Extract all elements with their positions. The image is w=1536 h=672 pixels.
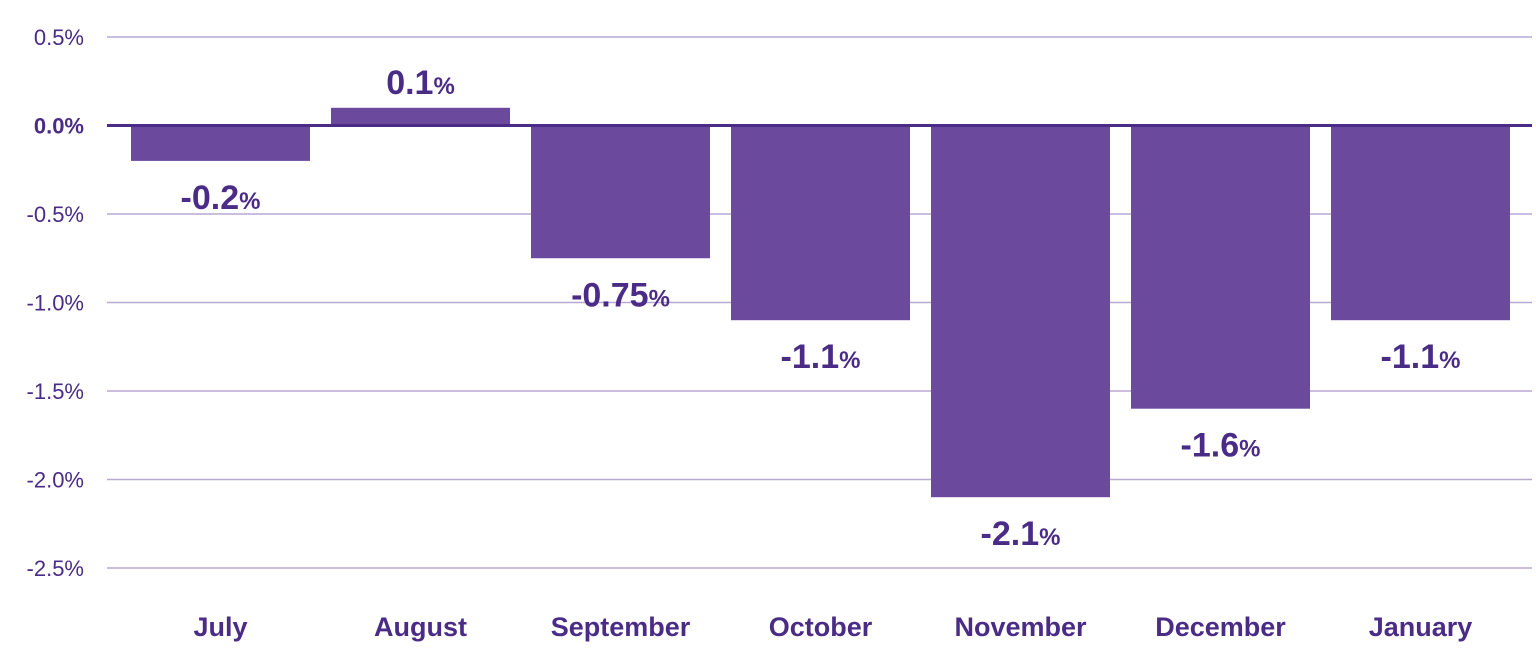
bar-august [331,107,510,126]
y-tick-label: 0.5% [34,25,84,50]
value-label: -1.1% [1381,338,1461,376]
value-suffix: % [1039,524,1060,551]
value-suffix: % [1439,347,1460,374]
y-tick-label: -0.5% [27,202,84,227]
y-tick-label: 0.0% [34,114,84,139]
bar-july [131,125,310,161]
x-category-label: July [193,612,247,642]
value-label: -0.2% [181,179,261,217]
bar-december [1131,125,1310,409]
value-number: -1.1 [1381,338,1440,376]
value-number: 0.1 [386,64,433,102]
value-suffix: % [1239,436,1260,463]
bar-september [531,125,710,259]
x-category-label: November [954,612,1087,642]
value-suffix: % [239,188,260,215]
bar-november [931,125,1110,498]
value-labels: -0.2%0.1%-0.75%-1.1%-2.1%-1.6%-1.1% [181,64,1461,553]
bar-october [731,125,910,321]
x-category-label: December [1155,612,1286,642]
y-axis-ticks: 0.5% 0.0% -0.5% -1.0% -1.5% -2.0% -2.5% [27,25,84,581]
x-category-label: January [1369,612,1473,642]
x-axis-categories: July August September October November Decemb… [193,612,1472,642]
x-category-label: September [551,612,691,642]
value-suffix: % [649,285,670,312]
value-label: -2.1% [981,515,1061,553]
value-number: -0.75 [571,276,649,314]
x-category-label: August [374,612,467,642]
value-label: 0.1% [386,64,455,102]
value-label: -0.75% [571,276,670,314]
value-suffix: % [839,347,860,374]
value-label: -1.6% [1181,427,1261,465]
bars [131,107,1510,498]
value-label: -1.1% [781,338,861,376]
x-category-label: October [769,612,873,642]
y-tick-label: -2.0% [27,468,84,493]
y-tick-label: -1.0% [27,291,84,316]
y-tick-label: -2.5% [27,556,84,581]
value-number: -2.1 [981,515,1040,553]
value-number: -0.2 [181,179,240,217]
bar-january [1331,125,1510,321]
value-number: -1.6 [1181,427,1240,465]
value-number: -1.1 [781,338,840,376]
y-tick-label: -1.5% [27,379,84,404]
value-suffix: % [433,73,454,100]
